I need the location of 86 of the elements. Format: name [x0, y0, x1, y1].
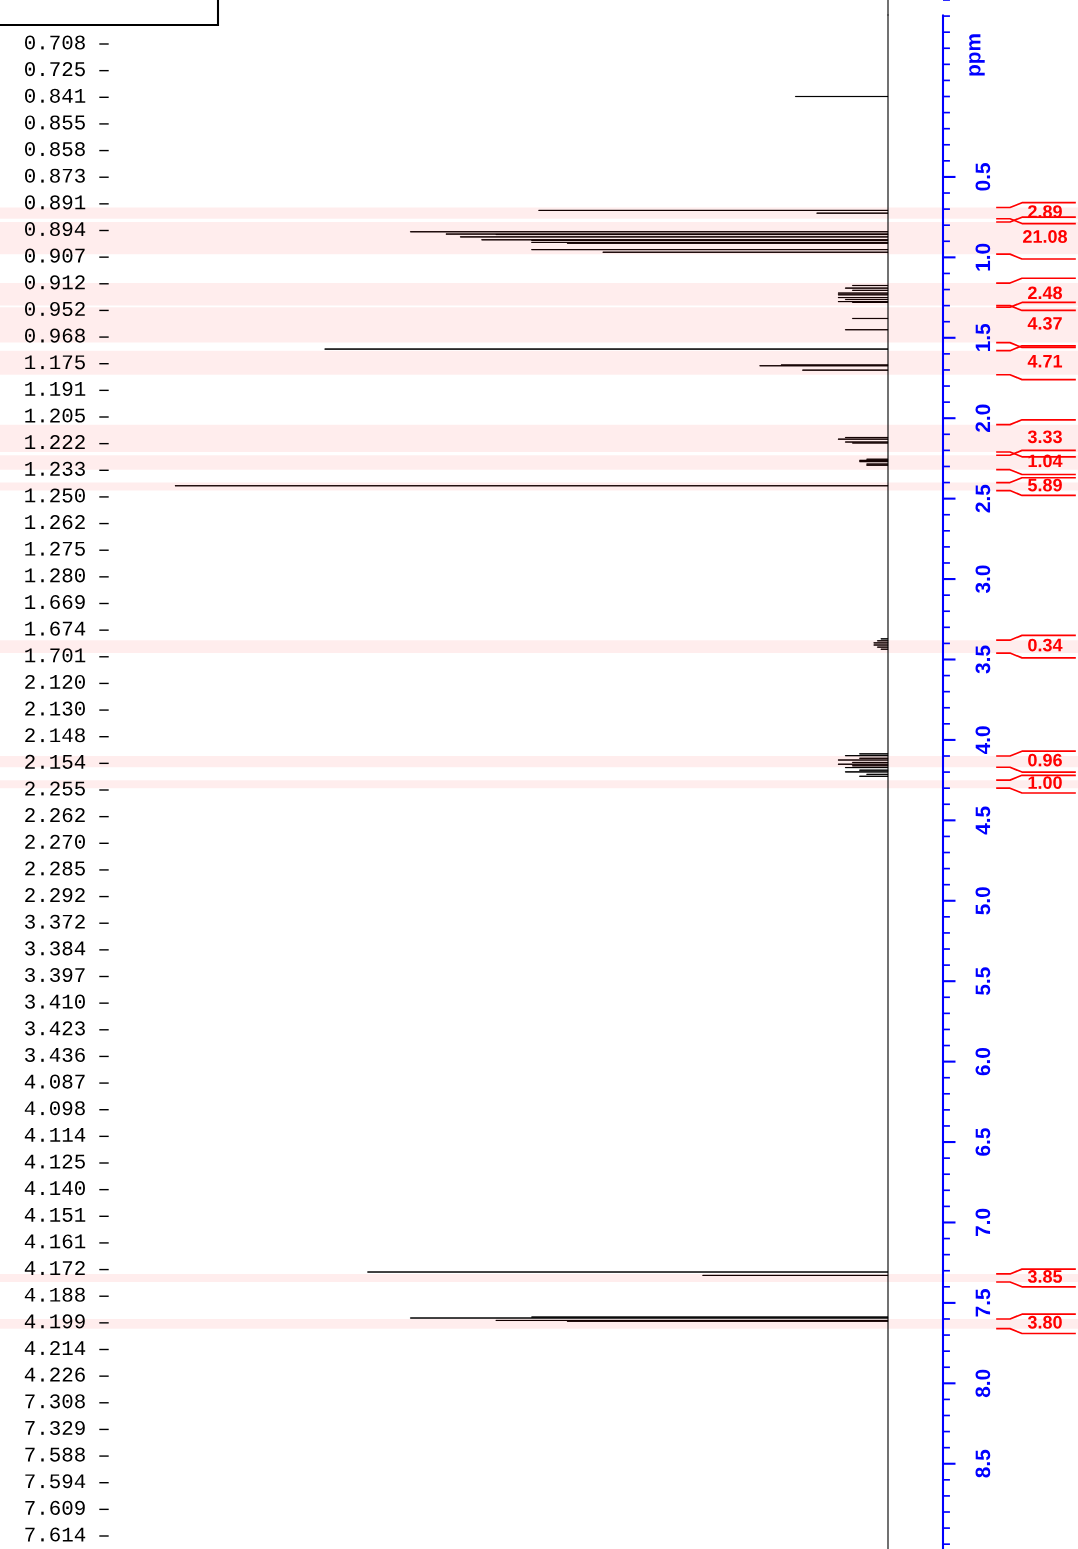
- text: 4.188: [24, 1287, 85, 1302]
- text: 3.384: [25, 941, 86, 956]
- text: 3.410: [25, 994, 85, 1009]
- text: 7.308: [25, 1394, 85, 1409]
- band-label: 21.08: [1023, 230, 1068, 243]
- text: 3.436: [25, 1047, 85, 1063]
- band-label: 0.34: [1028, 638, 1063, 652]
- y-tick-label: 3.0: [975, 565, 991, 594]
- text: 1.701: [25, 648, 86, 663]
- text: 1.222: [25, 435, 85, 450]
- text: 0.891: [25, 195, 86, 210]
- text: 0.708: [25, 35, 85, 50]
- text: 4.199: [24, 1314, 85, 1329]
- text: 0.858: [25, 142, 85, 157]
- text: 2.262: [25, 808, 85, 823]
- text: 2.130: [25, 701, 85, 716]
- text: 4.226: [24, 1367, 85, 1382]
- text: 1.250: [25, 488, 85, 503]
- text: 1.262: [25, 515, 85, 530]
- text: 7.594: [25, 1474, 86, 1489]
- text: 1.233: [25, 461, 85, 476]
- text: 2.148: [25, 728, 85, 743]
- band-label: 3.80: [1027, 1315, 1062, 1329]
- text: 0.952: [25, 301, 85, 317]
- text: 4.140: [24, 1181, 85, 1196]
- text: 1.669: [25, 594, 85, 610]
- text: 0.968: [25, 328, 85, 343]
- y-tick-label: 8.0: [975, 1369, 991, 1398]
- text: 0.894: [25, 221, 86, 237]
- text: 1.191: [25, 381, 86, 396]
- text: 2.255: [25, 781, 85, 796]
- text: 0.841: [25, 88, 86, 103]
- y-tick-label: 6.5: [975, 1128, 991, 1156]
- text: 4.098: [24, 1101, 85, 1116]
- text: 3.397: [25, 967, 85, 983]
- text: 7.329: [25, 1420, 85, 1436]
- text: 0.912: [25, 275, 85, 290]
- text: 0.855: [25, 115, 85, 130]
- text: 7.609: [25, 1500, 85, 1515]
- y-tick-label: 0.5: [975, 163, 991, 191]
- text: 2.270: [25, 834, 85, 849]
- text: 3.372: [25, 914, 85, 929]
- y-tick-label: 5.5: [975, 967, 991, 996]
- y-tick-label: 7.0: [975, 1208, 991, 1237]
- y-tick-label: 6.0: [975, 1047, 991, 1076]
- band-label: 0.96: [1028, 753, 1062, 767]
- text: 4.125: [24, 1154, 85, 1169]
- band-label: 1.00: [1028, 776, 1062, 789]
- text: 2.154: [25, 754, 86, 769]
- y-tick-label: 4.0: [975, 726, 991, 755]
- y-tick-label: 2.0: [975, 404, 991, 432]
- band-label: 3.85: [1027, 1270, 1063, 1283]
- text: 0.725: [25, 62, 85, 77]
- text: 4.214: [24, 1340, 86, 1355]
- text: 4.087: [24, 1074, 85, 1089]
- y-tick-label: 3.5: [975, 645, 991, 674]
- text: 7.588: [25, 1447, 85, 1462]
- text: 1.275: [25, 541, 85, 556]
- band-label: 4.37: [1027, 316, 1062, 330]
- text: 4.151: [24, 1207, 86, 1222]
- band-label: 5.89: [1027, 478, 1062, 492]
- y-tick-label: 1.5: [975, 323, 991, 351]
- band-label: 2.48: [1028, 286, 1063, 300]
- text: 4.114: [24, 1128, 86, 1142]
- text: 2.120: [25, 674, 85, 690]
- text: 0.873: [25, 168, 85, 183]
- band-label: 4.71: [1027, 354, 1063, 368]
- text: 1.674: [25, 621, 86, 636]
- text: 2.292: [25, 888, 85, 903]
- y-axis-title: ppm: [969, 34, 985, 76]
- text: 2.285: [25, 861, 85, 876]
- text: 1.205: [25, 408, 85, 423]
- y-tick-label: 7.5: [975, 1289, 991, 1317]
- text: 1.175: [25, 355, 85, 370]
- y-tick-label: 8.5: [975, 1449, 991, 1478]
- y-tick-label: 4.5: [975, 806, 991, 835]
- text: 4.172: [24, 1261, 85, 1275]
- y-tick-label: 5.0: [975, 887, 991, 915]
- text: 7.614: [25, 1527, 86, 1542]
- text: 1.280: [25, 568, 85, 583]
- y-tick-label: 2.5: [975, 484, 991, 513]
- text: 4.161: [24, 1234, 86, 1249]
- text: 0.907: [25, 248, 85, 263]
- text: 3.423: [25, 1021, 85, 1036]
- band-label: 3.33: [1027, 430, 1062, 444]
- y-tick-label: 1.0: [975, 243, 991, 271]
